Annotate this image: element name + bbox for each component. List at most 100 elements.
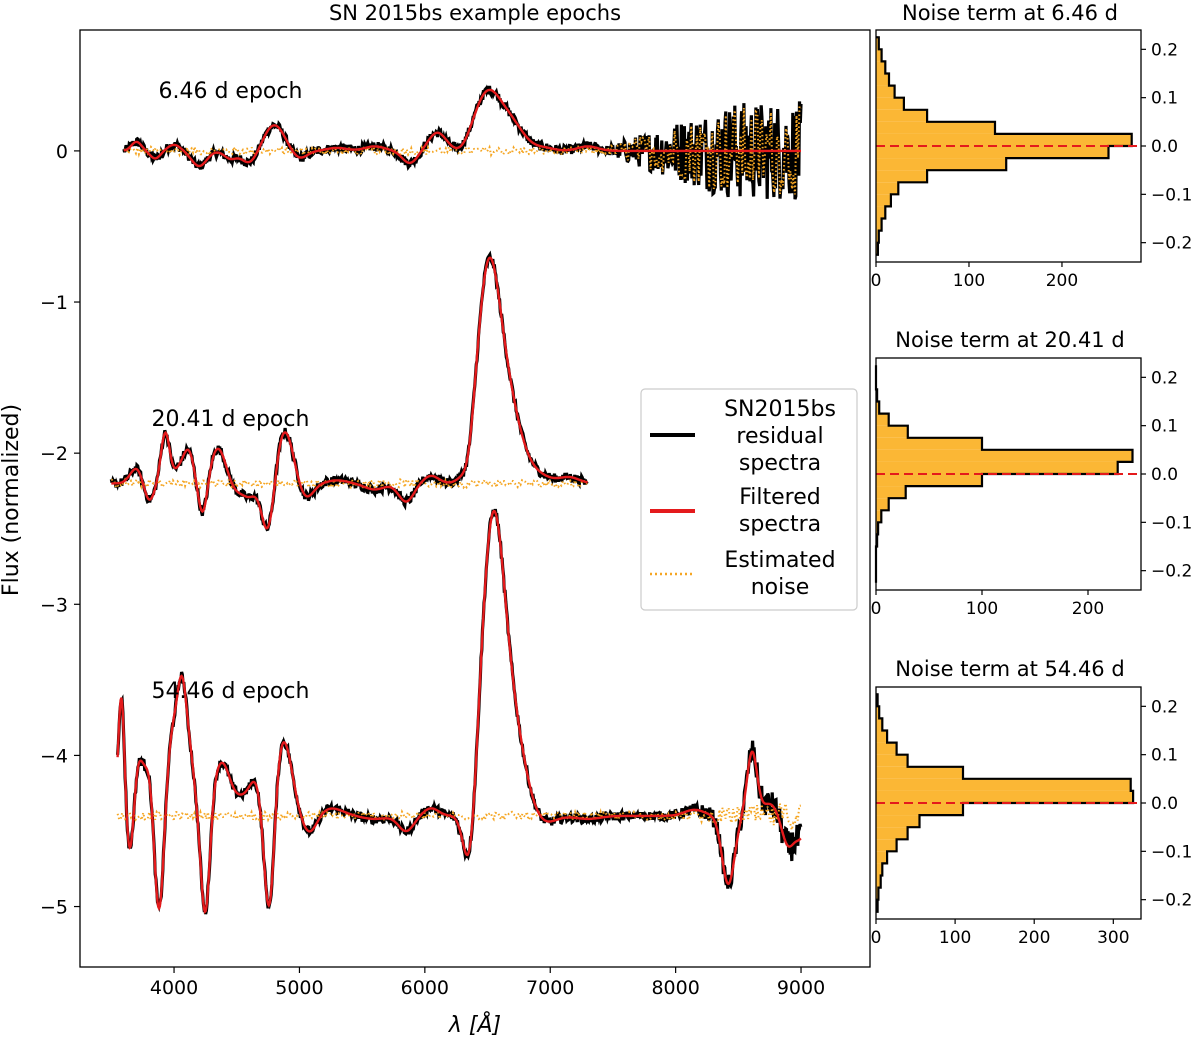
hist-3-y-tick-label: 0.1 <box>1151 746 1178 766</box>
legend-entry-filtered-line2: spectra <box>739 512 821 537</box>
hist-1-y-tick-label: −0.1 <box>1151 185 1192 205</box>
legend-frame <box>640 388 858 611</box>
hist-3-x-tick-label: 0 <box>871 928 882 948</box>
hist-1-bar <box>876 133 1132 146</box>
x-tick-label: 4000 <box>150 977 198 999</box>
hist-2-y-tick-label: 0.1 <box>1151 417 1178 437</box>
hist-3-bar <box>876 754 908 767</box>
hist-1-x-tick-label: 0 <box>871 271 882 291</box>
hist-1-bar <box>876 109 928 122</box>
epoch-2-observed-spectrum <box>109 250 589 532</box>
legend-entry-observed-line3: spectra <box>739 451 821 476</box>
x-tick-label: 8000 <box>651 977 699 999</box>
hist-1-bar <box>876 146 1109 159</box>
hist-1-y-tick-label: −0.2 <box>1151 234 1192 254</box>
hist-1-bar <box>876 194 891 207</box>
hist-2-y-tick-label: −0.1 <box>1151 513 1192 533</box>
main-title: SN 2015bs example epochs <box>329 1 621 25</box>
hist-2-bar <box>876 425 908 438</box>
hist-3-bar <box>876 839 897 852</box>
legend-entry-noise-line1: Estimated <box>724 548 835 573</box>
hist-3-bar <box>876 851 888 864</box>
hist-2-bar <box>876 413 889 426</box>
hist-3-bar <box>876 778 1131 791</box>
hist-1-x-tick-label: 100 <box>953 271 985 291</box>
hist-2-bar <box>876 401 880 414</box>
epoch-2-filtered-spectrum <box>111 256 588 530</box>
epoch-2-label: 20.41 d epoch <box>152 407 310 432</box>
epoch-series-group <box>109 84 803 915</box>
hist-1-y-tick-label: 0.2 <box>1151 40 1178 60</box>
hist-3-y-tick-label: −0.1 <box>1151 842 1192 862</box>
hist-3-bar <box>876 875 881 888</box>
x-tick-group: 4000 5000 6000 7000 8000 9000 <box>150 967 825 999</box>
hist-2-bar <box>876 486 906 499</box>
x-tick-label: 6000 <box>401 977 449 999</box>
epoch-3-filtered-spectrum <box>116 509 802 915</box>
hist-2-x-tick-label: 100 <box>966 599 998 619</box>
epoch-1-noise-estimate <box>123 103 802 195</box>
y-tick-label: 0 <box>56 141 68 163</box>
hist-2-bar <box>876 498 889 511</box>
hist-1-bar <box>876 49 882 62</box>
hist-2-x-tick-label: 200 <box>1072 599 1104 619</box>
hist-1-bar <box>876 121 996 134</box>
y-tick-group: 0 −1 −2 −3 −4 −5 <box>40 141 80 919</box>
epoch-3-noise-estimate <box>116 803 802 831</box>
x-axis-label: λ [Å] <box>448 1011 501 1038</box>
hist-1-bar <box>876 170 928 183</box>
x-tick-label: 5000 <box>275 977 323 999</box>
hist-3-bar <box>876 718 883 731</box>
hist-2-bar <box>876 461 1118 474</box>
noise-histogram-panel-1: Noise term at 6.46 d 0.2 0.1 0.0 −0.1 −0.2 0 1… <box>871 1 1193 291</box>
hist-3-bar <box>876 766 964 779</box>
hist-1-bar <box>876 206 886 219</box>
hist-title-1: Noise term at 6.46 d <box>902 1 1118 25</box>
x-tick-label: 7000 <box>526 977 574 999</box>
hist-2-bar <box>876 474 982 487</box>
main-plot-frame <box>79 29 871 968</box>
y-tick-label: −4 <box>40 745 68 767</box>
hist-3-bar <box>876 790 1134 803</box>
hist-1-bar <box>876 182 899 195</box>
hist-1-bar <box>876 73 890 86</box>
hist-3-x-tick-label: 300 <box>1097 928 1129 948</box>
legend-entry-observed-line2: residual <box>736 424 823 449</box>
hist-1-bar <box>876 37 879 50</box>
hist-3-bar <box>876 742 897 755</box>
y-tick-label: −5 <box>40 897 68 919</box>
legend-entry-observed-line1: SN2015bs <box>724 397 836 422</box>
y-tick-label: −1 <box>40 292 68 314</box>
hist-3-x-tick-label: 200 <box>1018 928 1050 948</box>
hist-3-bar <box>876 887 879 900</box>
hist-3-y-tick-label: 0.2 <box>1151 697 1178 717</box>
hist-1-bar <box>876 85 895 98</box>
hist-3-bar <box>876 815 920 828</box>
y-axis-label: Flux (normalized) <box>0 404 24 596</box>
legend-entry-noise-line2: noise <box>751 575 810 600</box>
main-spectra-panel: SN 2015bs example epochs 6.46 d epoch 20.… <box>0 1 871 1038</box>
hist-3-bar <box>876 803 964 816</box>
hist-1-y-tick-label: 0.1 <box>1151 89 1178 109</box>
y-tick-label: −2 <box>40 443 68 465</box>
epoch-1-observed-spectrum <box>122 84 803 200</box>
hist-3-bar <box>876 730 888 743</box>
hist-3-bar <box>876 706 880 719</box>
noise-histogram-panel-2: Noise term at 20.41 d 0.2 0.1 0.0 −0.1 −0.2 0… <box>871 328 1193 619</box>
hist-1-y-tick-label: 0.0 <box>1151 137 1178 157</box>
y-tick-label: −3 <box>40 594 68 616</box>
legend: SN2015bs residual spectra Filtered spect… <box>640 388 858 611</box>
legend-entry-filtered-line1: Filtered <box>739 485 821 510</box>
hist-title-3: Noise term at 54.46 d <box>895 657 1124 681</box>
hist-2-bar <box>876 449 1133 462</box>
epoch-1-filtered-spectrum <box>123 88 801 168</box>
noise-histogram-panel-3: Noise term at 54.46 d 0.2 0.1 0.0 −0.1 −0.2 0… <box>871 657 1193 948</box>
epoch-1-label: 6.46 d epoch <box>159 79 303 104</box>
hist-2-y-tick-label: 0.0 <box>1151 465 1178 485</box>
epoch-3-label: 54.46 d epoch <box>152 679 310 704</box>
hist-title-2: Noise term at 20.41 d <box>895 328 1124 352</box>
hist-1-bar <box>876 61 886 74</box>
epoch-label-group: 6.46 d epoch 20.41 d epoch 54.46 d epoch <box>152 79 310 704</box>
hist-2-bar <box>876 437 982 450</box>
